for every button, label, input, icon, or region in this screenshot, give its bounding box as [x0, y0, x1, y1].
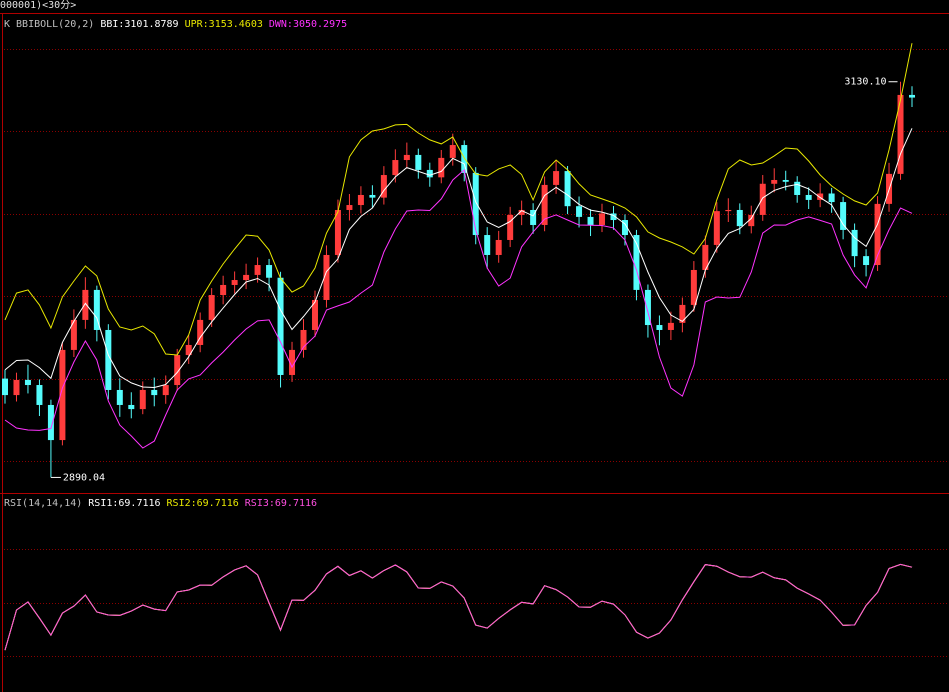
candle-body [553, 171, 560, 185]
candle-body [243, 274, 250, 281]
candle-body [495, 239, 502, 255]
candle-body [128, 404, 135, 410]
candle-body [736, 209, 743, 227]
legend-label: DWN:3050.2975 [269, 19, 347, 30]
candle-body [162, 385, 169, 396]
candle-body [426, 169, 433, 178]
candle-body [702, 244, 709, 270]
candle-body [197, 319, 204, 345]
candle-body [507, 214, 514, 240]
series-line [4, 168, 913, 449]
candle-body [13, 379, 20, 396]
candle-body [667, 322, 674, 330]
candle-body [70, 319, 77, 350]
legend-label: RSI3:69.7116 [245, 498, 317, 509]
candle-body [748, 214, 755, 227]
series-line [4, 128, 913, 389]
candle-body [759, 183, 766, 215]
candle-body [438, 157, 445, 178]
legend-label: K [4, 19, 10, 30]
candle-body [805, 194, 812, 200]
candle-body [36, 385, 43, 405]
candle-body [174, 355, 181, 386]
candle-body [518, 209, 525, 215]
candle-body [59, 349, 66, 441]
candle-body [116, 389, 123, 405]
candle-body [220, 284, 227, 296]
candle-body [334, 209, 341, 255]
candle-body [587, 216, 594, 225]
candle-body [472, 172, 479, 236]
candle-body [621, 220, 628, 236]
candle-body [82, 289, 89, 320]
candle-body [461, 145, 468, 173]
legend-label: RSI1:69.7116 [88, 498, 160, 509]
candle-body [633, 235, 640, 290]
candle-body [599, 213, 606, 225]
legend-label: UPR:3153.4603 [185, 19, 263, 30]
candle-body [690, 269, 697, 305]
candle-body [771, 179, 778, 184]
candle-body [782, 179, 789, 182]
series-line [4, 43, 913, 356]
candle-body [576, 206, 583, 217]
candle-body [840, 202, 847, 230]
candle-body [644, 289, 651, 326]
candle-body [610, 213, 617, 221]
candle-body [139, 389, 146, 410]
candle-body [449, 145, 456, 158]
candle-body [863, 256, 870, 266]
series-line [4, 563, 913, 651]
candle-body [817, 193, 824, 200]
candle-body [403, 154, 410, 161]
window-title: 000001)<30分> [0, 0, 76, 11]
candle-body [909, 94, 915, 98]
candle-body [266, 265, 273, 278]
candle-body [564, 171, 571, 207]
candle-body [392, 160, 399, 176]
candle-body [93, 289, 100, 330]
candle-body [300, 329, 307, 350]
candle-body [415, 154, 422, 170]
legend-label: BBIBOLL(20,2) [16, 19, 94, 30]
candle-body [105, 329, 112, 390]
candle-body [380, 175, 387, 198]
legend-label: BBI:3101.8789 [100, 19, 178, 30]
candle-body [47, 404, 54, 441]
candle-body [828, 193, 835, 203]
candle-body [794, 181, 801, 195]
low-label: 2890.04 [63, 472, 105, 483]
candle-body [541, 184, 548, 225]
candle-body [530, 209, 537, 225]
candle-body [851, 229, 858, 257]
high-label: 3130.10 [844, 77, 886, 88]
candle-body [369, 194, 376, 198]
candle-body [484, 235, 491, 255]
candle-body [277, 277, 284, 375]
candle-body [151, 389, 158, 396]
candle-body [2, 378, 8, 396]
candle-body [357, 194, 364, 206]
candle-body [24, 379, 31, 386]
candle-body [231, 280, 238, 285]
legend-label: RSI(14,14,14) [4, 498, 82, 509]
candle-body [725, 209, 732, 212]
candle-body [679, 304, 686, 323]
candle-body [185, 344, 192, 356]
candle-body [713, 211, 720, 245]
legend-label: RSI2:69.7116 [167, 498, 239, 509]
candle-body [656, 325, 663, 330]
candle-body [897, 94, 904, 174]
candle-body [311, 299, 318, 330]
candle-body [254, 265, 261, 275]
candle-body [289, 349, 296, 375]
candle-body [323, 254, 330, 300]
candle-body [208, 295, 215, 320]
candle-body [874, 203, 881, 266]
candle-body [346, 205, 353, 210]
